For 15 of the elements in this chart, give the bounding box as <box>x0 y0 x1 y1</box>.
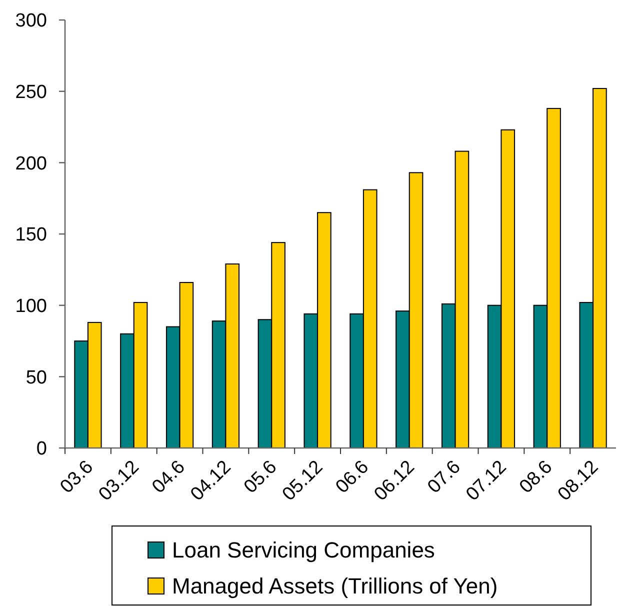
x-tick-label: 06.6 <box>332 456 373 498</box>
y-tick-label: 250 <box>15 82 47 103</box>
x-tick-label: 04.6 <box>148 456 190 498</box>
x-tick-label: 03.6 <box>56 456 98 498</box>
x-tick-label: 08.6 <box>516 456 557 498</box>
y-tick-label: 50 <box>26 367 47 388</box>
y-tick-label: 100 <box>15 296 47 317</box>
legend-label: Loan Servicing Companies <box>172 538 435 563</box>
x-tick-label: 05.6 <box>240 456 282 498</box>
x-tick-label: 07.6 <box>424 456 465 498</box>
y-tick-label: 300 <box>15 10 47 32</box>
y-tick-label: 0 <box>36 438 47 460</box>
y-tick-label: 200 <box>15 153 47 174</box>
y-tick-label: 150 <box>15 224 47 246</box>
legend-label: Managed Assets (Trillions of Yen) <box>172 574 498 599</box>
